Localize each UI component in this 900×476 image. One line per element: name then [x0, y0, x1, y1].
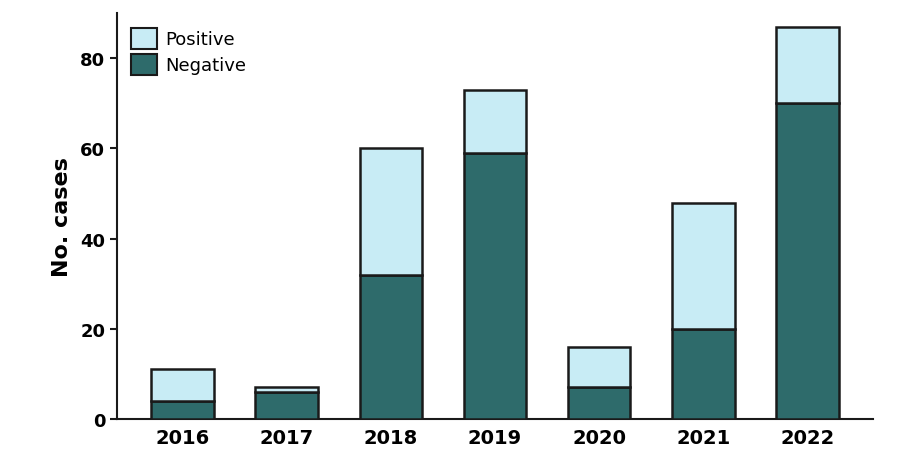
Bar: [568, 347, 630, 387]
Bar: [672, 203, 734, 329]
Bar: [360, 275, 422, 419]
Bar: [151, 369, 214, 401]
Legend: Positive, Negative: Positive, Negative: [126, 23, 252, 81]
Bar: [256, 387, 318, 392]
Bar: [776, 104, 839, 419]
Bar: [360, 149, 422, 275]
Bar: [256, 392, 318, 419]
Bar: [151, 401, 214, 419]
Bar: [776, 28, 839, 104]
Bar: [464, 154, 526, 419]
Y-axis label: No. cases: No. cases: [51, 157, 72, 277]
Bar: [464, 91, 526, 154]
Bar: [568, 387, 630, 419]
Bar: [672, 329, 734, 419]
